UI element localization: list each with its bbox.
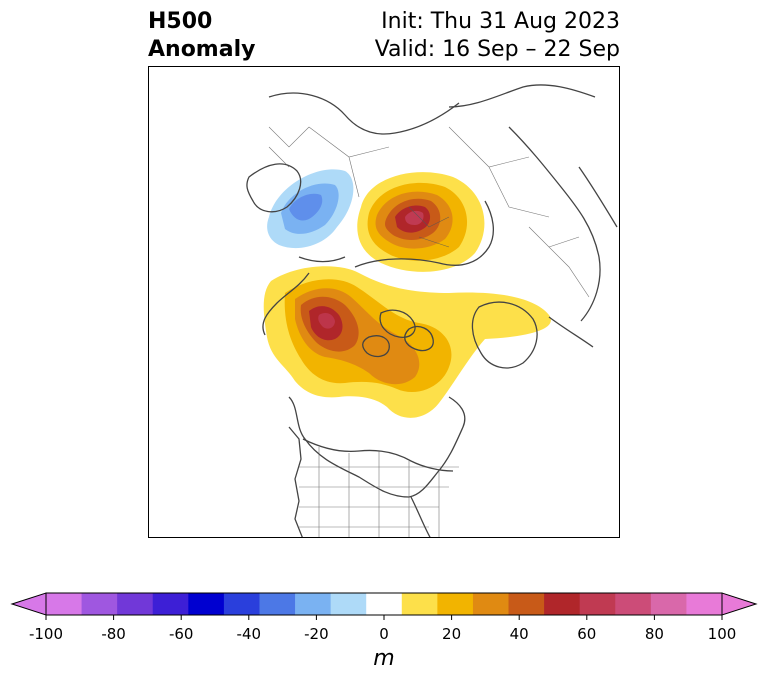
colorbar (10, 592, 758, 620)
colorbar-tick-label: 100 (707, 625, 737, 643)
colorbar-extend-low (10, 592, 47, 616)
colorbar-segment (223, 593, 260, 615)
colorbar-segment (188, 593, 225, 615)
colorbar-tick-label: -40 (236, 625, 262, 643)
colorbar-segment (366, 593, 403, 615)
valid-range: Valid: 16 Sep – 22 Sep (374, 37, 620, 62)
colorbar-tick-label: -80 (101, 625, 126, 643)
title-right: Init: Thu 31 Aug 2023 Valid: 16 Sep – 22… (375, 8, 620, 64)
colorbar-segment (615, 593, 652, 615)
colorbar-segment (401, 593, 438, 615)
title-variable: H500 (148, 9, 213, 34)
positive-anomaly-arctic (263, 266, 551, 418)
colorbar-segment (544, 593, 581, 615)
colorbar-segment (579, 593, 616, 615)
colorbar-segment (117, 593, 154, 615)
colorbar-segment (46, 593, 83, 615)
colorbar-tick-label: -100 (28, 625, 64, 643)
colorbar-unit-label: m (373, 646, 395, 671)
colorbar-tick-label: 80 (644, 625, 664, 643)
colorbar-tick-label: -20 (304, 625, 329, 643)
colorbar-tick-label: 20 (442, 625, 462, 643)
title-left: H500 Anomaly (148, 8, 255, 64)
title-type: Anomaly (148, 37, 256, 62)
negative-anomaly-europe (267, 169, 354, 249)
colorbar-segment (686, 593, 723, 615)
anomaly-map (246, 84, 618, 537)
init-date: Init: Thu 31 Aug 2023 (381, 9, 620, 34)
country-borders (268, 126, 590, 537)
colorbar-segment (81, 593, 118, 615)
colorbar-segment (437, 593, 474, 615)
colorbar-tick-label: 40 (509, 625, 529, 643)
positive-anomaly-siberia (357, 172, 485, 272)
coastlines (246, 84, 618, 537)
colorbar-tick-label: 60 (577, 625, 597, 643)
colorbar-segment (508, 593, 545, 615)
colorbar-segment (152, 593, 189, 615)
map-panel (148, 66, 620, 538)
colorbar-segment (472, 593, 510, 615)
colorbar-segment (295, 593, 332, 615)
colorbar-extend-high (721, 592, 758, 616)
colorbar-segment (259, 593, 296, 615)
colorbar-tick-label: -60 (168, 625, 194, 643)
colorbar-tick-label: 0 (379, 625, 389, 643)
colorbar-segment (650, 593, 687, 615)
colorbar-segment (330, 593, 367, 615)
